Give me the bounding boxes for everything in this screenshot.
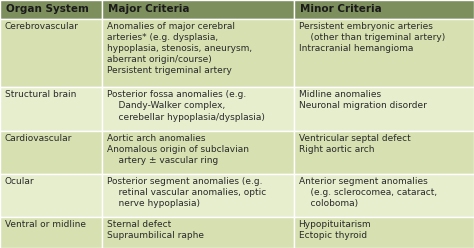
Bar — [102, 217, 294, 248]
Text: Structural brain: Structural brain — [5, 91, 76, 99]
Bar — [0, 19, 102, 88]
Text: Hypopituitarism
Ectopic thyroid: Hypopituitarism Ectopic thyroid — [299, 220, 371, 241]
Text: Minor Criteria: Minor Criteria — [300, 4, 381, 14]
Bar — [0, 0, 102, 19]
Text: Ocular: Ocular — [5, 177, 34, 186]
Text: Persistent embryonic arteries
    (other than trigeminal artery)
Intracranial he: Persistent embryonic arteries (other tha… — [299, 22, 445, 53]
Bar — [0, 88, 102, 131]
Text: Aortic arch anomalies
Anomalous origin of subclavian
    artery ± vascular ring: Aortic arch anomalies Anomalous origin o… — [107, 134, 249, 165]
Bar — [294, 0, 474, 19]
Bar — [0, 174, 102, 217]
Text: Ventricular septal defect
Right aortic arch: Ventricular septal defect Right aortic a… — [299, 134, 410, 154]
Bar — [102, 174, 294, 217]
Text: Ventral or midline: Ventral or midline — [5, 220, 86, 229]
Bar — [0, 217, 102, 248]
Text: Sternal defect
Supraumbilical raphe: Sternal defect Supraumbilical raphe — [107, 220, 204, 241]
Bar — [102, 88, 294, 131]
Bar — [294, 19, 474, 88]
Bar — [0, 131, 102, 174]
Bar — [294, 131, 474, 174]
Text: Posterior segment anomalies (e.g.
    retinal vascular anomalies, optic
    nerv: Posterior segment anomalies (e.g. retina… — [107, 177, 266, 208]
Text: Cardiovascular: Cardiovascular — [5, 134, 72, 143]
Text: Anomalies of major cerebral
arteries* (e.g. dysplasia,
hypoplasia, stenosis, ane: Anomalies of major cerebral arteries* (e… — [107, 22, 252, 75]
Text: Midline anomalies
Neuronal migration disorder: Midline anomalies Neuronal migration dis… — [299, 91, 427, 111]
Bar — [102, 131, 294, 174]
Bar — [102, 19, 294, 88]
Text: Anterior segment anomalies
    (e.g. sclerocomea, cataract,
    coloboma): Anterior segment anomalies (e.g. scleroc… — [299, 177, 437, 208]
Bar — [102, 0, 294, 19]
Text: Posterior fossa anomalies (e.g.
    Dandy-Walker complex,
    cerebellar hypopla: Posterior fossa anomalies (e.g. Dandy-Wa… — [107, 91, 264, 122]
Bar — [294, 88, 474, 131]
Bar — [294, 174, 474, 217]
Text: Cerebrovascular: Cerebrovascular — [5, 22, 79, 31]
Text: Organ System: Organ System — [6, 4, 89, 14]
Text: Major Criteria: Major Criteria — [108, 4, 189, 14]
Bar — [294, 217, 474, 248]
